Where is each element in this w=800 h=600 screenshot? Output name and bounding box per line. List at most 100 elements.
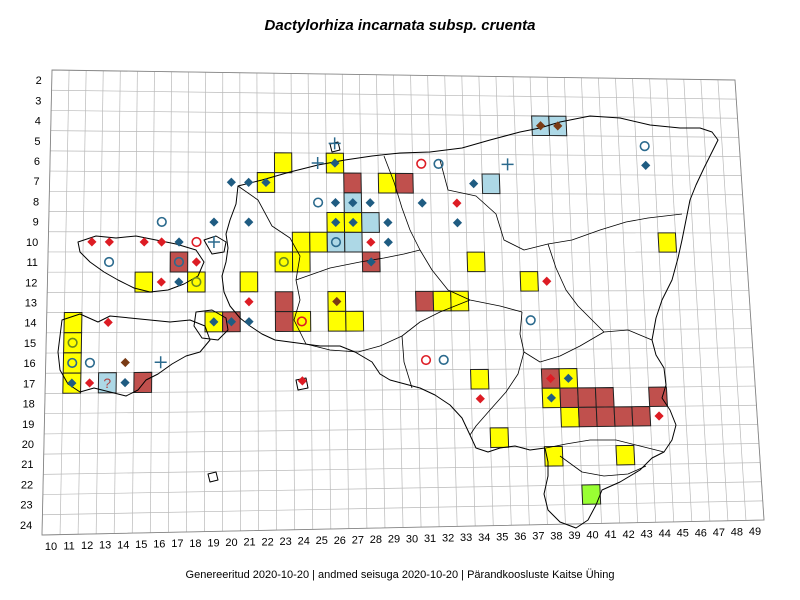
diamond-marker <box>84 378 95 388</box>
diamond-marker <box>139 237 149 247</box>
diamond-marker <box>191 257 202 267</box>
x-tick-label: 31 <box>424 533 436 545</box>
circle-marker <box>84 357 96 368</box>
diamond-marker <box>244 297 254 307</box>
grid-line-vertical <box>113 70 121 534</box>
diamond-marker <box>330 198 341 208</box>
diamond-marker <box>120 357 130 368</box>
grid-line-horizontal <box>50 130 739 138</box>
diamond-marker <box>226 177 236 187</box>
diamond-marker <box>67 378 77 388</box>
grid-square-yellow <box>63 332 83 354</box>
grid-square-yellow <box>187 271 206 293</box>
grid-square-yellow <box>657 232 678 253</box>
grid-line-vertical <box>683 79 711 522</box>
diamond-marker <box>452 218 463 228</box>
grid-square-blue <box>326 231 346 253</box>
grid-frame <box>41 69 765 536</box>
grid-lines <box>41 69 765 536</box>
x-tick-label: 37 <box>532 531 544 543</box>
grid-square-yellow <box>470 368 490 390</box>
circle-marker <box>438 354 449 366</box>
diamond-marker <box>332 296 342 307</box>
grid-square-green <box>581 484 602 505</box>
diamond-marker <box>553 121 563 131</box>
x-tick-label: 18 <box>189 538 201 550</box>
grid-line-horizontal <box>46 328 752 334</box>
x-tick-label: 24 <box>298 536 310 548</box>
circle-marker <box>103 256 115 268</box>
diamond-marker <box>654 411 664 421</box>
grid-square-blue <box>344 231 363 253</box>
y-tick-label: 12 <box>25 277 37 289</box>
x-tick-label: 11 <box>63 540 74 552</box>
x-tick-label: 48 <box>731 527 743 539</box>
uncertain-record-label: ? <box>103 375 111 391</box>
grid-line-vertical <box>95 70 104 534</box>
grid-line-vertical <box>204 72 207 532</box>
diamond-marker <box>452 198 462 208</box>
x-tick-label: 25 <box>316 535 328 547</box>
grid-line-horizontal <box>43 462 761 475</box>
x-tick-label: 49 <box>749 526 761 538</box>
grid-square-yellow <box>489 427 510 448</box>
x-tick-label: 28 <box>370 534 382 546</box>
grid-square-red <box>577 387 597 408</box>
x-tick-label: 41 <box>604 529 616 541</box>
grid-line-vertical <box>186 71 189 533</box>
diamond-marker <box>546 373 556 384</box>
muhu-outline <box>193 309 229 341</box>
x-tick-label: 34 <box>478 532 490 544</box>
grid-square-yellow <box>327 310 347 332</box>
diamond-marker <box>120 377 130 388</box>
diamond-marker <box>104 237 114 247</box>
circle-marker <box>313 197 324 208</box>
circle-marker <box>416 158 427 169</box>
grid-square-red <box>395 172 414 194</box>
grid-line-horizontal <box>48 231 746 234</box>
grid-line-horizontal <box>51 110 738 119</box>
diamond-marker <box>261 177 271 188</box>
county-boundary <box>295 249 421 281</box>
grid-square-yellow <box>63 311 83 334</box>
grid-square-red <box>169 251 189 273</box>
grid-square-red <box>594 387 615 408</box>
grid-square-yellow <box>560 406 580 428</box>
grid-line-vertical <box>149 71 155 533</box>
grid-square-yellow <box>466 251 486 273</box>
x-tick-label: 47 <box>713 527 725 539</box>
diamond-marker <box>103 317 113 328</box>
cross-marker <box>311 156 324 169</box>
map-footer: Genereeritud 2020-10-20 | andmed seisuga… <box>185 569 615 581</box>
diamond-marker <box>244 317 254 327</box>
x-tick-label: 26 <box>334 535 346 547</box>
x-tick-label: 16 <box>153 539 165 551</box>
diamond-marker <box>157 237 167 247</box>
cross-marker <box>207 236 220 249</box>
grid-line-vertical <box>666 78 693 522</box>
diamond-marker <box>244 217 254 227</box>
diamond-marker <box>87 237 97 247</box>
x-tick-label: 29 <box>388 534 400 546</box>
grid-line-horizontal <box>47 270 748 273</box>
grid-square-red <box>343 172 362 194</box>
diamond-marker <box>174 237 184 247</box>
y-tick-label: 19 <box>22 419 34 431</box>
y-tick-label: 24 <box>20 520 32 532</box>
circle-marker <box>433 158 444 169</box>
diamond-marker <box>563 373 573 383</box>
circle-marker <box>173 256 185 268</box>
grid-square-blue <box>481 173 501 195</box>
grid-line-vertical <box>393 74 404 528</box>
grid-square-yellow <box>377 172 397 194</box>
grid-square-red <box>559 387 580 409</box>
x-tick-label: 44 <box>659 528 671 540</box>
grid-square-yellow <box>345 310 365 332</box>
grid-line-vertical <box>307 73 314 530</box>
circle-marker <box>67 337 78 348</box>
y-tick-label: 10 <box>26 237 38 249</box>
county-boundaries <box>237 155 683 477</box>
y-tick-label: 3 <box>35 95 41 107</box>
y-tick-label: 14 <box>24 318 36 330</box>
